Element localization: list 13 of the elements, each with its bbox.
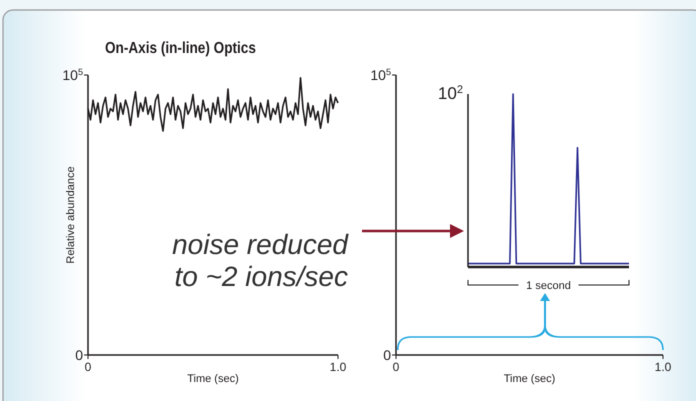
x-tick-label: 1.0 bbox=[330, 360, 347, 374]
y-tick-label: 10$^{5}$ bbox=[62, 67, 83, 83]
chart-title: On-Axis (in-line) Optics bbox=[105, 40, 256, 58]
x-axis-title: Time (sec) bbox=[187, 373, 239, 385]
y-tick-label: 10$^{5}$ bbox=[370, 67, 391, 83]
annotation: 10$^{2}$ bbox=[438, 84, 463, 103]
x-tick-label: 1.0 bbox=[654, 360, 672, 374]
annotation: 1 second bbox=[526, 280, 571, 292]
x-axis-title: Time (sec) bbox=[504, 373, 556, 385]
x-tick-label: 0 bbox=[392, 360, 400, 374]
y-axis-title: Relative abundance bbox=[65, 166, 77, 264]
annotation: noise reduced to ~2 ions/sec bbox=[172, 229, 350, 292]
x-tick-label: 0 bbox=[84, 360, 92, 374]
